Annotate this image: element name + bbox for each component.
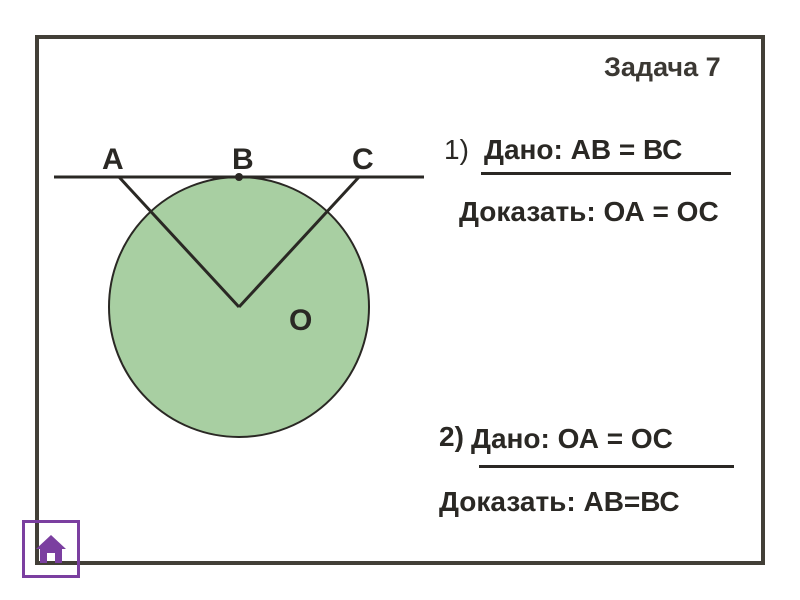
geometry-diagram: А В С О	[54, 114, 424, 464]
main-frame: Задача 7 А В С О 1) Дано: АВ = ВС Доказа…	[35, 35, 765, 565]
label-a: А	[102, 143, 124, 177]
part2-prove: Доказать: АВ=ВС	[439, 484, 680, 520]
part2-number: 2)	[439, 421, 464, 453]
underline-2	[479, 465, 734, 468]
part1-prove: Доказать: ОА = ОС	[459, 194, 719, 230]
home-icon	[31, 529, 71, 569]
part1-given: Дано: АВ = ВС	[484, 132, 682, 168]
label-c: С	[352, 143, 374, 177]
label-b: В	[232, 143, 254, 177]
part2-given: Дано: ОА = ОС	[471, 421, 673, 457]
part1-number: 1)	[444, 134, 469, 166]
home-button[interactable]	[22, 520, 80, 578]
underline-1	[481, 172, 731, 175]
task-label: Задача 7	[604, 51, 721, 83]
label-o: О	[289, 304, 312, 338]
